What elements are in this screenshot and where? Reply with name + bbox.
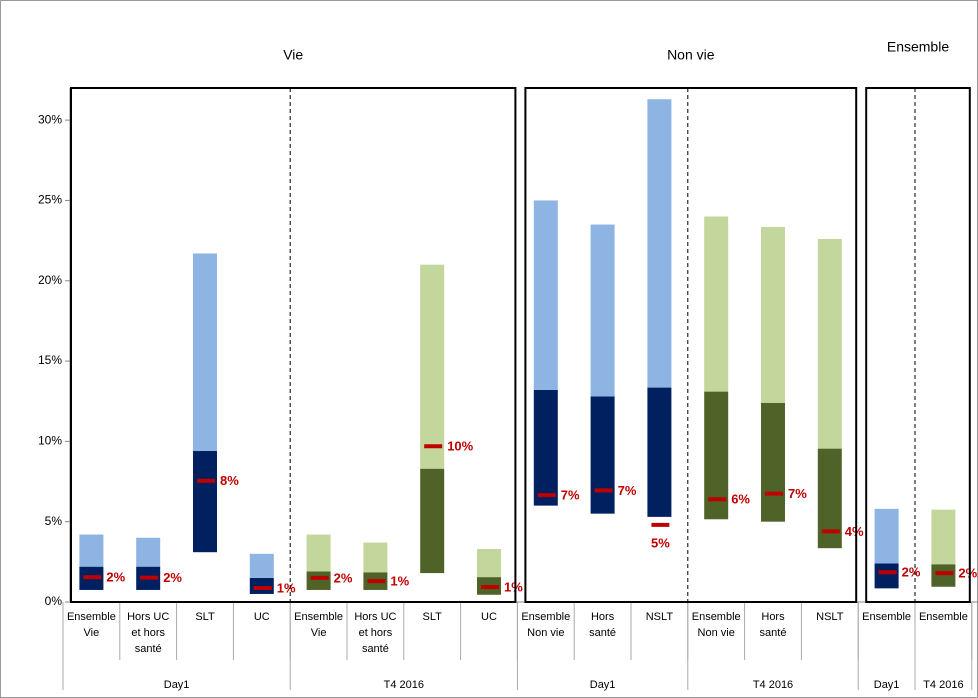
x-tick-label: NSLT [646,611,674,623]
section-box [70,87,517,603]
bar-dark [590,396,615,514]
bar-dark [193,451,217,553]
marker-label: 2% [163,570,182,585]
x-tick-label: UC [254,611,270,623]
period-label: T4 2016 [384,679,424,691]
marker-label: 2% [902,565,921,580]
bar-dark [761,402,785,522]
section-title: Non vie [667,47,715,63]
marker-label: 7% [561,488,580,503]
x-tick-label: SLT [423,611,443,623]
x-tick-label: santé [589,627,616,639]
bar-dark [931,564,956,587]
bar-light [136,537,161,567]
x-tick-label: Ensemble [919,611,968,623]
bar-light [761,226,785,403]
x-tick-label: santé [135,643,162,655]
marker-label: 4% [845,524,864,539]
marker-label: 1% [390,574,409,589]
bar-light [931,509,956,565]
marker-label: 10% [447,439,473,454]
bar-light [420,264,445,469]
marker-label: 2% [958,566,977,581]
x-tick-label: Ensemble [294,611,343,623]
x-tick-label: Hors [591,611,615,623]
x-tick-label: Hors UC [354,611,396,623]
bar-light [363,542,388,573]
x-tick-label: Hors UC [127,611,169,623]
section-box [524,87,858,603]
bar-light [704,216,729,392]
x-tick-label: et hors [359,627,393,639]
y-tick-label: 25% [38,193,62,207]
marker-label: 1% [277,580,296,595]
y-tick-label: 30% [38,112,62,126]
bar-dark [249,577,274,594]
x-tick-label: Hors [761,611,785,623]
bar-light [193,253,217,452]
period-label: Day1 [874,679,900,691]
marker-label: 6% [731,492,750,507]
bar-light [533,200,558,390]
bar-dark [874,563,899,589]
bar-light [79,534,104,567]
bar-dark [306,571,331,590]
period-label: T4 2016 [753,679,793,691]
bar-dark [647,387,672,517]
x-tick-label: santé [760,627,787,639]
y-tick-label: 20% [38,273,62,287]
x-tick-label: UC [481,611,497,623]
x-tick-label: Ensemble [521,611,570,623]
bar-dark [420,468,445,574]
x-tick-label: Ensemble [67,611,116,623]
bar-light [817,238,842,449]
marker-label: 5% [651,535,670,550]
bar-light [874,508,899,564]
x-tick-label: Ensemble [692,611,741,623]
bar-dark [533,389,558,506]
marker-label: 2% [106,570,125,585]
x-tick-label: NSLT [816,611,844,623]
x-tick-label: Non vie [698,627,735,639]
y-tick-label: 5% [45,514,63,528]
x-tick-label: santé [362,643,389,655]
period-label: Day1 [590,679,616,691]
x-tick-label: SLT [195,611,215,623]
x-tick-label: Vie [84,627,100,639]
marker-label: 7% [788,486,807,501]
bar-light [590,224,615,397]
x-tick-label: Ensemble [862,611,911,623]
period-label: T4 2016 [923,679,963,691]
period-label: Day1 [164,679,190,691]
bar-light [306,534,331,572]
bar-light [477,548,501,578]
y-tick-label: 10% [38,434,62,448]
section-title: Ensemble [887,39,949,55]
bar-light [249,553,274,578]
marker-label: 1% [504,579,523,594]
marker-label: 2% [334,570,353,585]
y-tick-label: 0% [45,594,63,608]
x-tick-label: Vie [311,627,327,639]
y-tick-label: 15% [38,353,62,367]
bar-light [647,99,672,388]
x-tick-label: et hors [131,627,165,639]
section-title: Vie [283,47,303,63]
marker-label: 7% [618,483,637,498]
marker-label: 8% [220,473,239,488]
x-tick-label: Non vie [527,627,564,639]
section-box [865,87,971,603]
